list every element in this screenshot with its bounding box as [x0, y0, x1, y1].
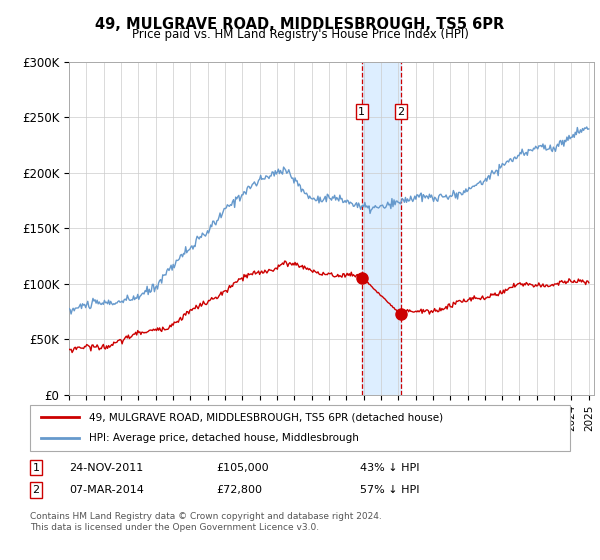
Text: Price paid vs. HM Land Registry's House Price Index (HPI): Price paid vs. HM Land Registry's House … [131, 28, 469, 41]
Text: £105,000: £105,000 [216, 463, 269, 473]
Text: 2: 2 [32, 485, 40, 495]
Text: 49, MULGRAVE ROAD, MIDDLESBROUGH, TS5 6PR: 49, MULGRAVE ROAD, MIDDLESBROUGH, TS5 6P… [95, 17, 505, 32]
Text: 43% ↓ HPI: 43% ↓ HPI [360, 463, 419, 473]
Text: HPI: Average price, detached house, Middlesbrough: HPI: Average price, detached house, Midd… [89, 433, 359, 444]
Text: 24-NOV-2011: 24-NOV-2011 [69, 463, 143, 473]
Bar [362, 62, 401, 395]
Text: 2: 2 [398, 106, 405, 116]
Text: 1: 1 [358, 106, 365, 116]
Text: £72,800: £72,800 [216, 485, 262, 495]
FancyBboxPatch shape [30, 405, 570, 451]
Text: 49, MULGRAVE ROAD, MIDDLESBROUGH, TS5 6PR (detached house): 49, MULGRAVE ROAD, MIDDLESBROUGH, TS5 6P… [89, 412, 443, 422]
Text: 57% ↓ HPI: 57% ↓ HPI [360, 485, 419, 495]
Text: 1: 1 [32, 463, 40, 473]
Text: Contains HM Land Registry data © Crown copyright and database right 2024.
This d: Contains HM Land Registry data © Crown c… [30, 512, 382, 532]
Text: 07-MAR-2014: 07-MAR-2014 [69, 485, 144, 495]
